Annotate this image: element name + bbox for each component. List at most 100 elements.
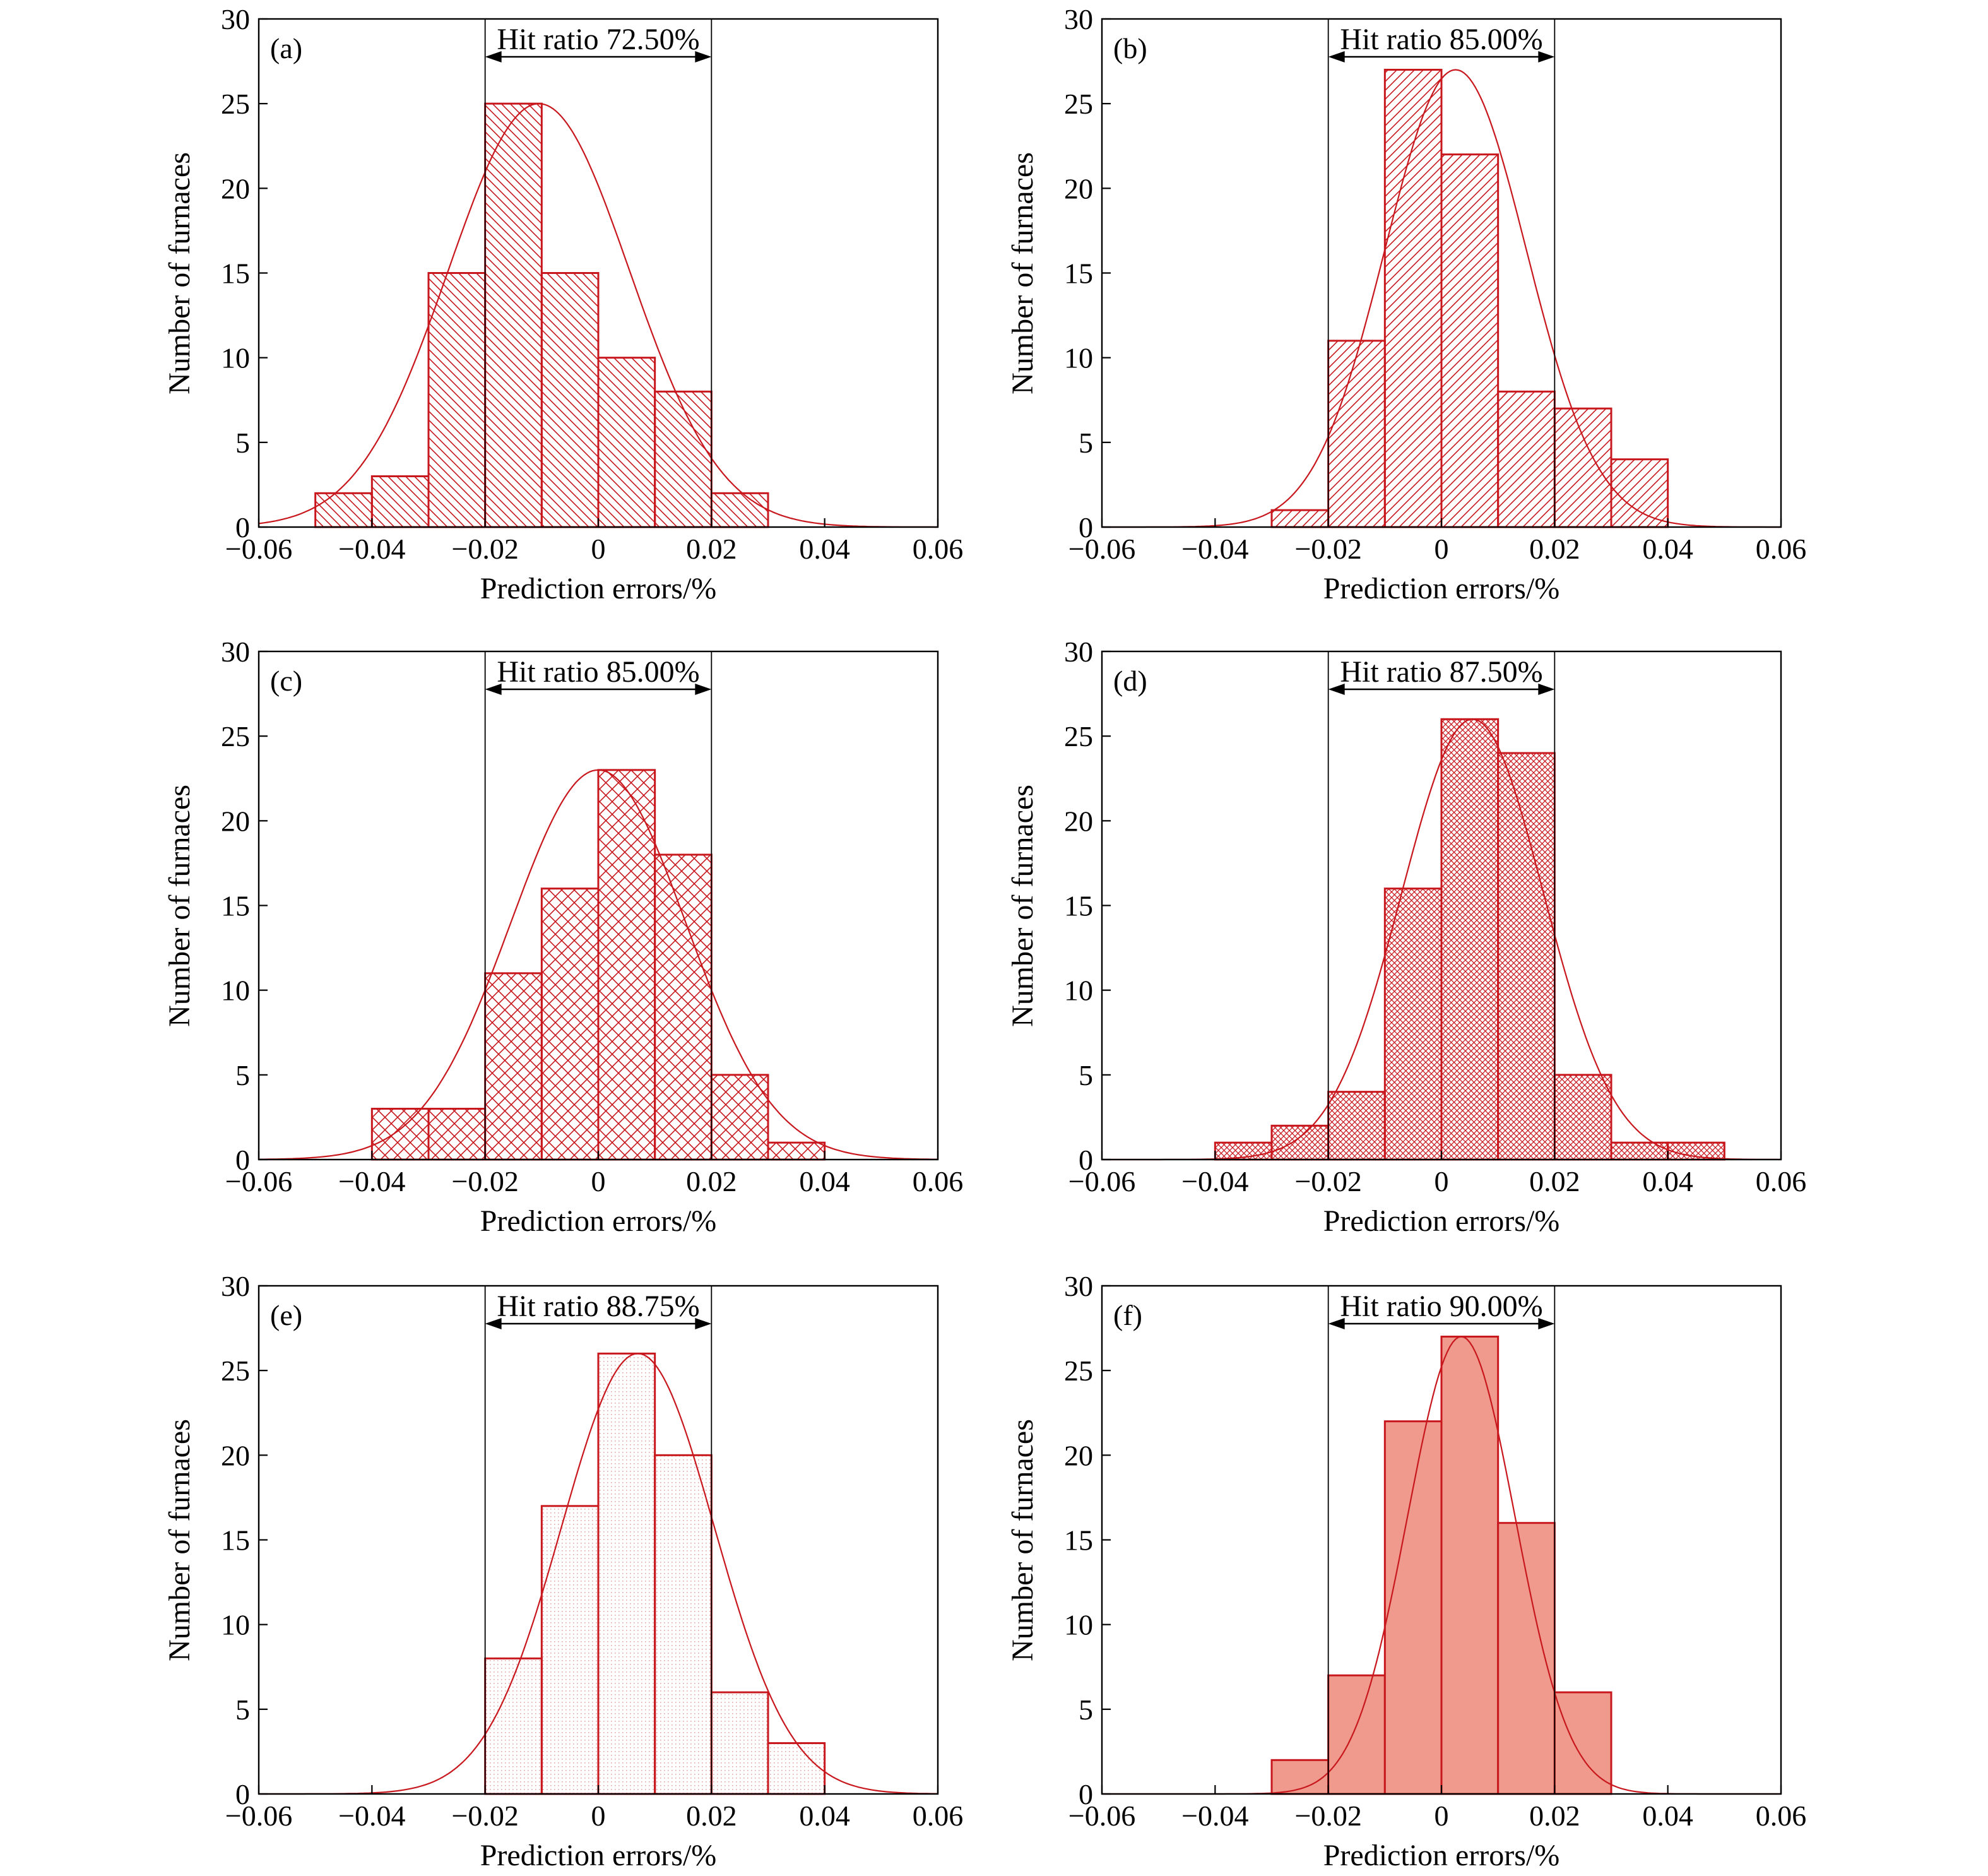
x-tick-label: −0.04 bbox=[1181, 1800, 1248, 1832]
histogram-bar bbox=[1327, 1091, 1386, 1161]
histogram-bar bbox=[1383, 69, 1443, 528]
y-tick-label: 5 bbox=[235, 427, 250, 459]
x-axis-label: Prediction errors/% bbox=[1323, 572, 1560, 605]
hit-ratio-label: Hit ratio 72.50% bbox=[497, 23, 699, 56]
y-tick-label: 30 bbox=[1064, 1270, 1093, 1302]
hit-range-arrowhead-left bbox=[1328, 684, 1345, 695]
histogram-bar bbox=[1440, 153, 1500, 528]
histogram-bar bbox=[654, 1454, 713, 1795]
y-tick-label: 5 bbox=[1079, 1694, 1093, 1726]
x-tick-label: 0 bbox=[1435, 1800, 1449, 1832]
histogram-bar bbox=[597, 769, 656, 1161]
hit-range-arrowhead-right bbox=[1538, 1318, 1555, 1329]
y-tick-label: 15 bbox=[221, 258, 250, 290]
histogram-bar bbox=[1610, 1141, 1669, 1161]
x-tick-label: −0.06 bbox=[1068, 1165, 1135, 1197]
y-tick-label: 5 bbox=[235, 1694, 250, 1726]
y-tick-label: 0 bbox=[1079, 511, 1093, 543]
histogram-panel-c: Number of furnaces Prediction errors/% (… bbox=[163, 636, 963, 1238]
y-tick-label: 10 bbox=[1064, 975, 1093, 1007]
y-tick-label: 10 bbox=[1064, 1609, 1093, 1641]
y-tick-label: 25 bbox=[1064, 720, 1093, 752]
x-tick-label: 0.04 bbox=[1642, 533, 1693, 565]
histogram-bar bbox=[597, 357, 656, 528]
y-tick-label: 20 bbox=[1064, 1439, 1093, 1471]
y-tick-label: 0 bbox=[235, 1778, 250, 1810]
x-axis-label: Prediction errors/% bbox=[480, 1204, 717, 1238]
y-tick-label: 20 bbox=[221, 1439, 250, 1471]
x-tick-label: 0.06 bbox=[913, 533, 964, 565]
x-tick-label: −0.06 bbox=[1068, 1800, 1135, 1832]
histogram-bar bbox=[1497, 390, 1556, 528]
x-tick-label: −0.02 bbox=[1294, 1800, 1361, 1832]
panel-label: (e) bbox=[270, 1299, 302, 1331]
hit-range-arrowhead-left bbox=[485, 684, 502, 695]
histogram-bar bbox=[427, 272, 487, 528]
y-tick-label: 15 bbox=[221, 890, 250, 922]
x-tick-label: 0.04 bbox=[799, 533, 850, 565]
histogram-bar bbox=[427, 1108, 487, 1161]
x-tick-label: −0.04 bbox=[338, 533, 405, 565]
x-tick-label: −0.04 bbox=[1181, 1165, 1248, 1197]
x-tick-label: −0.06 bbox=[225, 1165, 292, 1197]
hit-range-arrowhead-right bbox=[695, 51, 712, 62]
x-tick-label: 0.02 bbox=[686, 533, 737, 565]
hit-range-arrowhead-left bbox=[1328, 1318, 1345, 1329]
x-tick-label: −0.02 bbox=[451, 1165, 518, 1197]
x-tick-label: −0.02 bbox=[1294, 1165, 1361, 1197]
y-axis-label: Number of furnaces bbox=[1006, 1419, 1039, 1661]
x-tick-label: 0.02 bbox=[1529, 1800, 1580, 1832]
histogram-bar bbox=[654, 853, 713, 1161]
x-tick-label: 0.04 bbox=[1642, 1165, 1693, 1197]
x-tick-label: 0.02 bbox=[686, 1800, 737, 1832]
x-tick-label: 0.02 bbox=[686, 1165, 737, 1197]
x-tick-label: −0.06 bbox=[225, 1800, 292, 1832]
histogram-bar bbox=[540, 888, 600, 1161]
x-axis-label: Prediction errors/% bbox=[1323, 1204, 1560, 1238]
x-tick-label: −0.02 bbox=[1294, 533, 1361, 565]
y-tick-label: 30 bbox=[221, 1270, 250, 1302]
y-tick-label: 5 bbox=[1079, 1059, 1093, 1091]
histogram-bar bbox=[1440, 1336, 1500, 1795]
histogram-bar bbox=[767, 1141, 826, 1161]
hit-ratio-label: Hit ratio 87.50% bbox=[1340, 655, 1542, 689]
hit-range-arrowhead-left bbox=[485, 1318, 502, 1329]
x-tick-label: 0.04 bbox=[799, 1165, 850, 1197]
histogram-bar bbox=[1497, 1522, 1556, 1795]
x-axis-label: Prediction errors/% bbox=[480, 572, 717, 605]
histogram-bar bbox=[484, 972, 543, 1161]
x-tick-label: 0.06 bbox=[1756, 533, 1807, 565]
y-tick-label: 20 bbox=[1064, 805, 1093, 837]
y-axis-label: Number of furnaces bbox=[163, 152, 196, 395]
histogram-bar bbox=[1270, 1124, 1330, 1161]
y-axis-label: Number of furnaces bbox=[163, 1419, 196, 1661]
x-tick-label: −0.02 bbox=[451, 1800, 518, 1832]
histogram-bar bbox=[1327, 340, 1386, 528]
hit-range-arrowhead-right bbox=[695, 684, 712, 695]
x-tick-label: 0 bbox=[1435, 1165, 1449, 1197]
y-tick-label: 0 bbox=[1079, 1144, 1093, 1176]
histogram-panel-d: Number of furnaces Prediction errors/% (… bbox=[1006, 636, 1806, 1238]
histogram-panel-e: Number of furnaces Prediction errors/% (… bbox=[163, 1270, 963, 1872]
panel-label: (d) bbox=[1113, 665, 1147, 697]
x-tick-label: −0.06 bbox=[225, 533, 292, 565]
y-tick-label: 30 bbox=[1064, 636, 1093, 668]
y-tick-label: 25 bbox=[221, 1355, 250, 1387]
x-tick-label: 0.04 bbox=[799, 1800, 850, 1832]
panel-label: (c) bbox=[270, 665, 302, 697]
histogram-panel-f: Number of furnaces Prediction errors/% (… bbox=[1006, 1270, 1806, 1872]
y-tick-label: 20 bbox=[221, 805, 250, 837]
y-tick-label: 10 bbox=[221, 1609, 250, 1641]
y-axis-label: Number of furnaces bbox=[1006, 785, 1039, 1027]
hit-ratio-label: Hit ratio 88.75% bbox=[497, 1290, 699, 1323]
y-tick-label: 0 bbox=[1079, 1778, 1093, 1810]
y-tick-label: 10 bbox=[221, 342, 250, 374]
y-tick-label: 15 bbox=[221, 1524, 250, 1557]
histogram-bar bbox=[540, 272, 600, 528]
y-tick-label: 20 bbox=[221, 172, 250, 205]
histogram-bar bbox=[710, 492, 769, 528]
panel-label: (a) bbox=[270, 32, 302, 64]
y-tick-label: 30 bbox=[1064, 3, 1093, 35]
histogram-panel-a: Number of furnaces Prediction errors/% (… bbox=[163, 3, 963, 605]
